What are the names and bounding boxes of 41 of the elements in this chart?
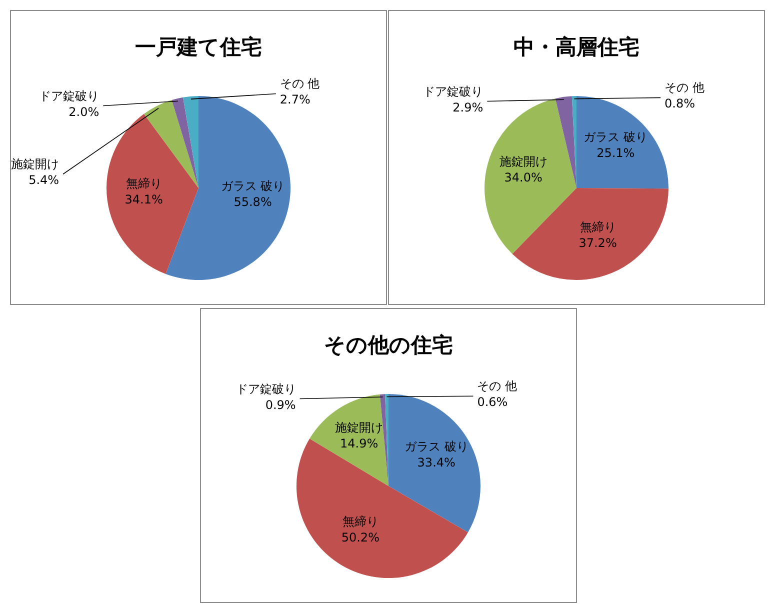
data-label: 2.7% [280,92,310,107]
data-label: 37.2% [578,236,617,250]
slice-label: その 他 [280,76,320,91]
pie-slice [172,97,198,188]
data-label: 25.1% [596,146,635,160]
data-label: 0.9% [265,398,296,412]
data-label: 34.0% [504,170,542,184]
slice-label: ドア錠破り [423,84,484,98]
data-label: 33.4% [417,456,456,470]
pie-slice [484,98,576,254]
data-label: 55.8% [234,195,272,210]
slice-label: ドア錠破り [39,88,100,103]
chart-title: その他の住宅 [324,333,453,357]
slice-label: 無締り [126,176,162,190]
slice-label: ガラス 破り [584,130,648,144]
slice-label: 施錠開け [499,154,548,168]
data-label: 5.4% [28,173,60,188]
chart-title: 中・高層住宅 [514,35,640,59]
pie-slice [182,96,198,188]
slice-label: 施錠開け [335,420,384,434]
pie-slice [555,96,576,188]
slice-label: その 他 [477,379,518,394]
data-label: 14.9% [340,436,378,450]
pie-slice [512,188,668,280]
chart-title: 一戸建て住宅 [135,35,262,59]
pie-slice [296,438,468,578]
data-label: 2.0% [68,104,100,119]
slice-label: 施錠開け [11,157,60,172]
slice-label: 無締り [342,514,378,529]
data-label: 0.8% [664,96,696,111]
slice-label: その 他 [664,80,704,95]
slice-label: ガラス 破り [404,440,468,454]
slice-label: ドア錠破り [236,382,296,396]
slice-label: ガラス 破り [220,179,285,194]
pie-slice [310,394,388,486]
data-label: 50.2% [341,530,380,545]
data-label: 34.1% [124,192,163,206]
pie-slice [106,114,198,274]
slice-label: 無締り [580,220,616,234]
data-label: 2.9% [452,100,484,114]
data-label: 0.6% [477,395,508,410]
